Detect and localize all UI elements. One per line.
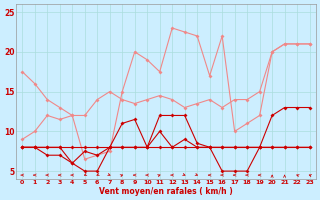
X-axis label: Vent moyen/en rafales ( km/h ): Vent moyen/en rafales ( km/h ) <box>99 187 233 196</box>
